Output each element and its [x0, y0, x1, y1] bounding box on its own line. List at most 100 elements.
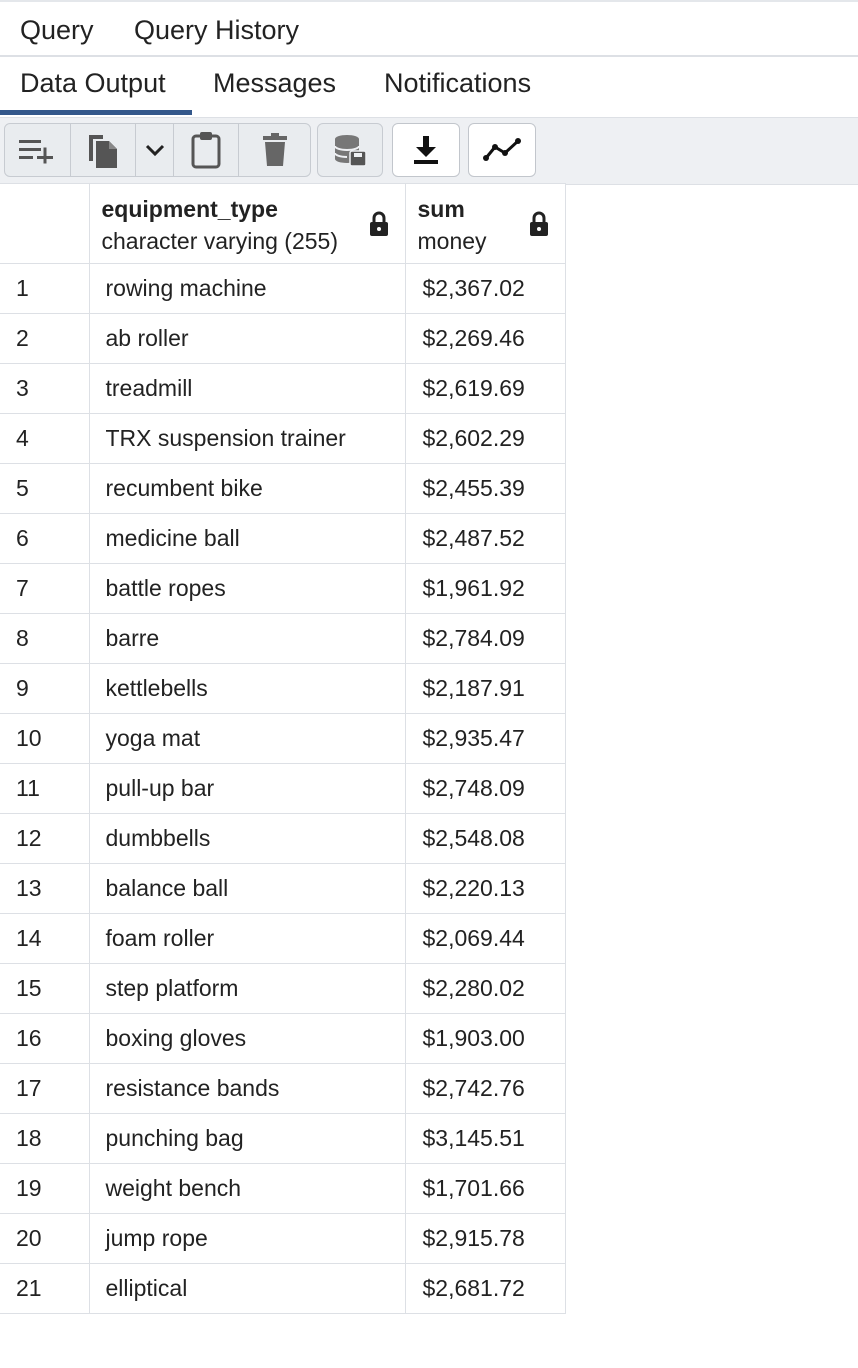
equipment-type-cell[interactable]: recumbent bike: [88, 463, 406, 514]
sum-cell[interactable]: $1,701.66: [404, 1163, 566, 1214]
table-row[interactable]: 3 treadmill $2,619.69: [0, 363, 566, 414]
sum-cell[interactable]: $2,784.09: [404, 613, 566, 664]
column-header-sum[interactable]: sum money: [404, 183, 566, 264]
table-row[interactable]: 18 punching bag $3,145.51: [0, 1113, 566, 1164]
equipment-type-cell[interactable]: medicine ball: [88, 513, 406, 564]
sum-cell[interactable]: $2,935.47: [404, 713, 566, 764]
equipment-type-cell[interactable]: punching bag: [88, 1113, 406, 1164]
table-row[interactable]: 7 battle ropes $1,961.92: [0, 563, 566, 614]
sum-cell[interactable]: $2,681.72: [404, 1263, 566, 1314]
table-row[interactable]: 20 jump rope $2,915.78: [0, 1213, 566, 1264]
row-number-cell[interactable]: 2: [0, 313, 90, 364]
equipment-type-cell[interactable]: yoga mat: [88, 713, 406, 764]
sum-cell[interactable]: $2,748.09: [404, 763, 566, 814]
row-number-cell[interactable]: 4: [0, 413, 90, 464]
equipment-type-cell[interactable]: foam roller: [88, 913, 406, 964]
sum-cell[interactable]: $2,548.08: [404, 813, 566, 864]
table-row[interactable]: 9 kettlebells $2,187.91: [0, 663, 566, 714]
table-row[interactable]: 8 barre $2,784.09: [0, 613, 566, 664]
add-row-button[interactable]: [5, 124, 71, 176]
row-number-cell[interactable]: 9: [0, 663, 90, 714]
equipment-type-cell[interactable]: ab roller: [88, 313, 406, 364]
tab-notifications[interactable]: Notifications: [384, 68, 532, 98]
equipment-type-cell[interactable]: kettlebells: [88, 663, 406, 714]
equipment-type-cell[interactable]: balance ball: [88, 863, 406, 914]
row-number-cell[interactable]: 16: [0, 1013, 90, 1064]
row-number-cell[interactable]: 8: [0, 613, 90, 664]
row-number-cell[interactable]: 5: [0, 463, 90, 514]
equipment-type-cell[interactable]: resistance bands: [88, 1063, 406, 1114]
sum-cell[interactable]: $2,619.69: [404, 363, 566, 414]
tab-query[interactable]: Query: [20, 15, 94, 45]
delete-button[interactable]: [239, 124, 310, 176]
equipment-type-cell[interactable]: barre: [88, 613, 406, 664]
graph-visualiser-button[interactable]: [469, 124, 535, 176]
equipment-type-cell[interactable]: weight bench: [88, 1163, 406, 1214]
equipment-type-cell[interactable]: boxing gloves: [88, 1013, 406, 1064]
sum-cell[interactable]: $2,742.76: [404, 1063, 566, 1114]
row-number-cell[interactable]: 15: [0, 963, 90, 1014]
copy-button[interactable]: [71, 124, 137, 176]
sum-cell[interactable]: $2,187.91: [404, 663, 566, 714]
equipment-type-cell[interactable]: rowing machine: [88, 263, 406, 314]
equipment-type-cell[interactable]: step platform: [88, 963, 406, 1014]
sum-cell[interactable]: $2,915.78: [404, 1213, 566, 1264]
paste-button[interactable]: [174, 124, 240, 176]
table-row[interactable]: 10 yoga mat $2,935.47: [0, 713, 566, 764]
equipment-type-cell[interactable]: TRX suspension trainer: [88, 413, 406, 464]
sum-cell[interactable]: $2,487.52: [404, 513, 566, 564]
sum-cell[interactable]: $3,145.51: [404, 1113, 566, 1164]
equipment-type-cell[interactable]: elliptical: [88, 1263, 406, 1314]
tab-data-output[interactable]: Data Output: [20, 68, 166, 98]
sum-cell[interactable]: $2,269.46: [404, 313, 566, 364]
tab-query-history[interactable]: Query History: [134, 15, 300, 45]
equipment-type-cell[interactable]: jump rope: [88, 1213, 406, 1264]
row-number-header[interactable]: [0, 183, 90, 264]
sum-cell[interactable]: $2,069.44: [404, 913, 566, 964]
row-number-cell[interactable]: 6: [0, 513, 90, 564]
row-number-cell[interactable]: 20: [0, 1213, 90, 1264]
table-row[interactable]: 19 weight bench $1,701.66: [0, 1163, 566, 1214]
table-row[interactable]: 4 TRX suspension trainer $2,602.29: [0, 413, 566, 464]
table-row[interactable]: 14 foam roller $2,069.44: [0, 913, 566, 964]
sum-cell[interactable]: $1,903.00: [404, 1013, 566, 1064]
download-button[interactable]: [393, 124, 459, 176]
row-number-cell[interactable]: 19: [0, 1163, 90, 1214]
equipment-type-cell[interactable]: battle ropes: [88, 563, 406, 614]
row-number-cell[interactable]: 13: [0, 863, 90, 914]
column-header-equipment-type[interactable]: equipment_type character varying (255): [88, 183, 406, 264]
row-number-cell[interactable]: 10: [0, 713, 90, 764]
equipment-type-cell[interactable]: pull-up bar: [88, 763, 406, 814]
sum-cell[interactable]: $1,961.92: [404, 563, 566, 614]
row-number-cell[interactable]: 18: [0, 1113, 90, 1164]
equipment-type-cell[interactable]: treadmill: [88, 363, 406, 414]
row-number-cell[interactable]: 11: [0, 763, 90, 814]
table-row[interactable]: 6 medicine ball $2,487.52: [0, 513, 566, 564]
table-row[interactable]: 12 dumbbells $2,548.08: [0, 813, 566, 864]
save-data-button[interactable]: [318, 124, 382, 176]
row-number-cell[interactable]: 17: [0, 1063, 90, 1114]
copy-options-button[interactable]: [136, 124, 174, 176]
table-row[interactable]: 1 rowing machine $2,367.02: [0, 263, 566, 314]
table-row[interactable]: 16 boxing gloves $1,903.00: [0, 1013, 566, 1064]
row-number-cell[interactable]: 1: [0, 263, 90, 314]
table-row[interactable]: 11 pull-up bar $2,748.09: [0, 763, 566, 814]
table-row[interactable]: 21 elliptical $2,681.72: [0, 1263, 566, 1314]
row-number-cell[interactable]: 12: [0, 813, 90, 864]
sum-cell[interactable]: $2,280.02: [404, 963, 566, 1014]
tab-messages[interactable]: Messages: [213, 68, 337, 98]
equipment-type-cell[interactable]: dumbbells: [88, 813, 406, 864]
sum-cell[interactable]: $2,220.13: [404, 863, 566, 914]
row-number-cell[interactable]: 14: [0, 913, 90, 964]
row-number-cell[interactable]: 21: [0, 1263, 90, 1314]
table-row[interactable]: 2 ab roller $2,269.46: [0, 313, 566, 364]
row-number-cell[interactable]: 3: [0, 363, 90, 414]
sum-cell[interactable]: $2,367.02: [404, 263, 566, 314]
table-row[interactable]: 5 recumbent bike $2,455.39: [0, 463, 566, 514]
table-row[interactable]: 13 balance ball $2,220.13: [0, 863, 566, 914]
sum-cell[interactable]: $2,455.39: [404, 463, 566, 514]
table-row[interactable]: 17 resistance bands $2,742.76: [0, 1063, 566, 1114]
table-row[interactable]: 15 step platform $2,280.02: [0, 963, 566, 1014]
sum-cell[interactable]: $2,602.29: [404, 413, 566, 464]
row-number-cell[interactable]: 7: [0, 563, 90, 614]
